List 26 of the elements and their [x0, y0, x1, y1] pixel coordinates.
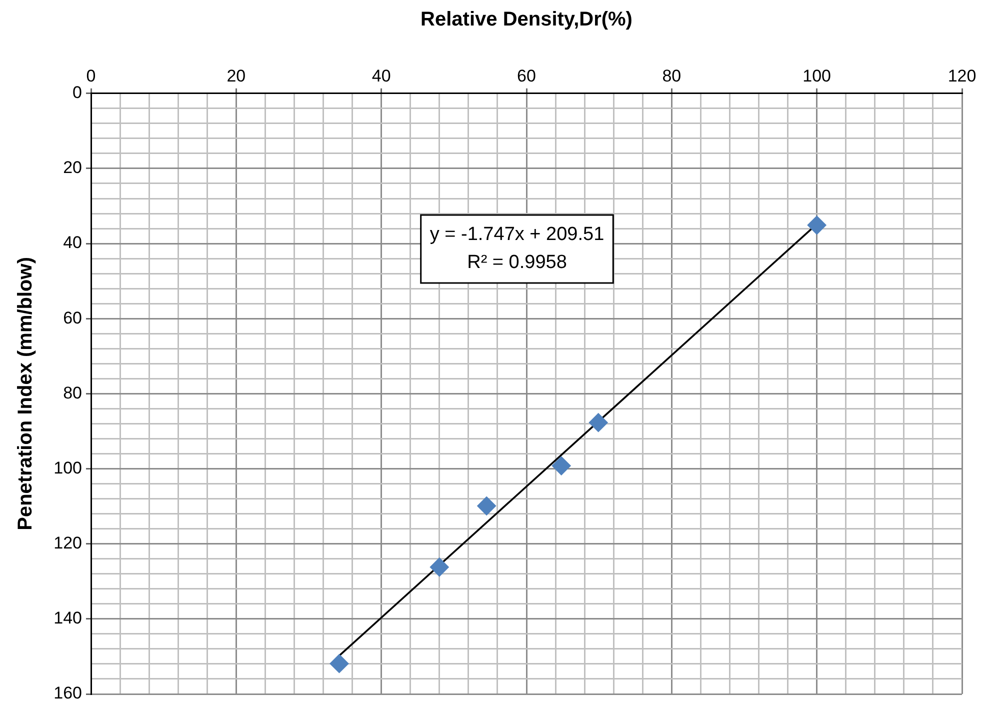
x-tick-label: 80 — [662, 66, 682, 86]
y-tick-label: 0 — [72, 83, 82, 102]
y-tick-label: 20 — [63, 158, 82, 178]
y-tick-label: 60 — [63, 308, 82, 328]
point — [330, 654, 349, 674]
point — [430, 558, 449, 577]
point — [477, 496, 496, 516]
y-tick-label: 160 — [54, 684, 82, 703]
x-tick-label: 120 — [948, 66, 976, 86]
y-axis-title: Penetration Index (mm/blow) — [14, 257, 37, 530]
x-axis-title: Relative Density,Dr(%) — [420, 8, 632, 31]
x-tick-label: 0 — [86, 66, 96, 86]
y-tick-label: 80 — [63, 383, 82, 402]
x-tick-label: 60 — [517, 66, 536, 86]
point — [807, 216, 826, 235]
y-tick-label: 100 — [54, 458, 82, 478]
x-tick-label: 100 — [802, 66, 832, 86]
point — [588, 413, 608, 432]
x-tick-label: 20 — [226, 66, 246, 86]
annotation: R² = 0.9958 — [467, 252, 567, 274]
annotation: y = -1.747x + 209.51 — [430, 224, 604, 246]
y-tick-label: 120 — [54, 534, 82, 553]
y-tick-label: 140 — [54, 608, 82, 628]
x-tick-label: 40 — [372, 66, 391, 86]
point — [552, 456, 571, 476]
y-tick-label: 40 — [63, 233, 82, 252]
